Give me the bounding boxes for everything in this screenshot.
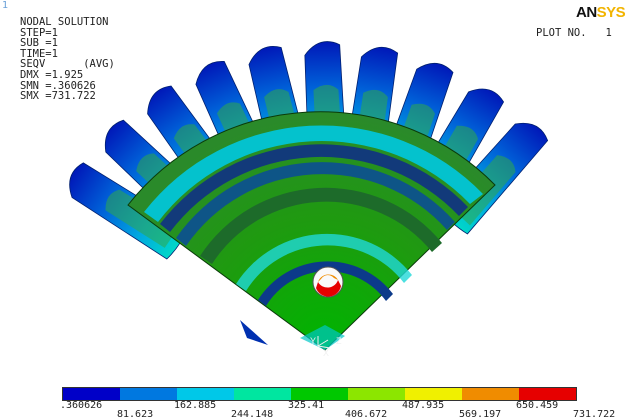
legend-label: 406.672 xyxy=(345,409,388,420)
legend-label: 650.459 xyxy=(516,400,559,411)
triad-x-label: X xyxy=(323,348,329,358)
legend-color-8 xyxy=(519,388,576,400)
legend-label: 569.197 xyxy=(459,409,502,420)
info-sub: SUB =1 xyxy=(20,37,58,50)
legend-label: 325.41 xyxy=(288,400,325,411)
legend-color-6 xyxy=(405,388,462,400)
legend-label: 487.935 xyxy=(402,400,445,411)
legend-color-3 xyxy=(234,388,291,400)
hub-bore xyxy=(312,266,344,298)
triad-z-label: Z xyxy=(336,336,342,346)
legend-label: 244.148 xyxy=(231,409,274,420)
info-time: TIME=1 xyxy=(20,47,58,60)
legend-color-4 xyxy=(291,388,348,400)
legend-color-0 xyxy=(63,388,120,400)
frame-number: 1 xyxy=(2,0,9,11)
solution-info: NODAL SOLUTION STEP=1 SUB =1 TIME=1 SEQV… xyxy=(20,17,115,102)
legend-label: 731.722 xyxy=(573,409,616,420)
disc-sector xyxy=(127,111,496,351)
info-seqv: SEQV (AVG) xyxy=(20,58,115,71)
info-smx: SMX =731.722 xyxy=(20,90,96,103)
contour-legend xyxy=(62,387,577,401)
legend-color-5 xyxy=(348,388,405,400)
solution-title: NODAL SOLUTION xyxy=(20,16,109,28)
info-step: STEP=1 xyxy=(20,26,58,39)
info-dmx: DMX =1.925 xyxy=(20,68,84,81)
legend-color-2 xyxy=(177,388,234,400)
legend-label: .360626 xyxy=(60,400,103,411)
ansys-logo: ANSYS xyxy=(576,4,626,21)
info-smn: SMN =.360626 xyxy=(20,79,96,92)
stress-contour-plot: Y Z X xyxy=(69,41,549,358)
legend-label: 162.885 xyxy=(174,400,217,411)
legend-color-7 xyxy=(462,388,519,400)
plot-number: PLOT NO. 1 xyxy=(536,27,612,39)
triad-y-label: Y xyxy=(310,336,316,346)
legend-color-1 xyxy=(120,388,177,400)
legend-label: 81.623 xyxy=(117,409,154,420)
coordinate-triad: Y Z X xyxy=(310,336,342,358)
